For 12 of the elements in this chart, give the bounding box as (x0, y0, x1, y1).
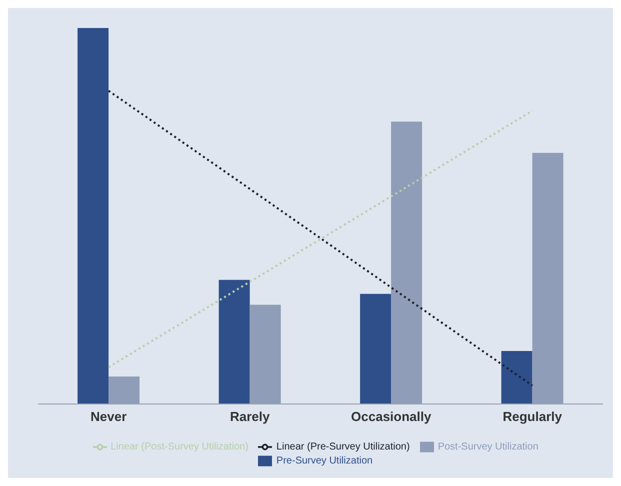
bar (501, 350, 532, 404)
legend-label: Post-Survey Utilization (438, 442, 538, 453)
x-tick-label: Never (90, 409, 127, 424)
legend-label: Pre-Survey Utilization (276, 456, 373, 467)
bar (78, 28, 109, 404)
bar (360, 294, 392, 404)
legend-label: Linear (Pre-Survey Utilization) (276, 442, 410, 453)
bar (218, 280, 250, 404)
legend-label: Linear (Post-Survey Utilization) (110, 442, 248, 453)
x-tick-label: Occasionally (351, 409, 432, 424)
x-tick-label: Rarely (230, 409, 271, 424)
x-tick-label: Regularly (502, 409, 563, 424)
